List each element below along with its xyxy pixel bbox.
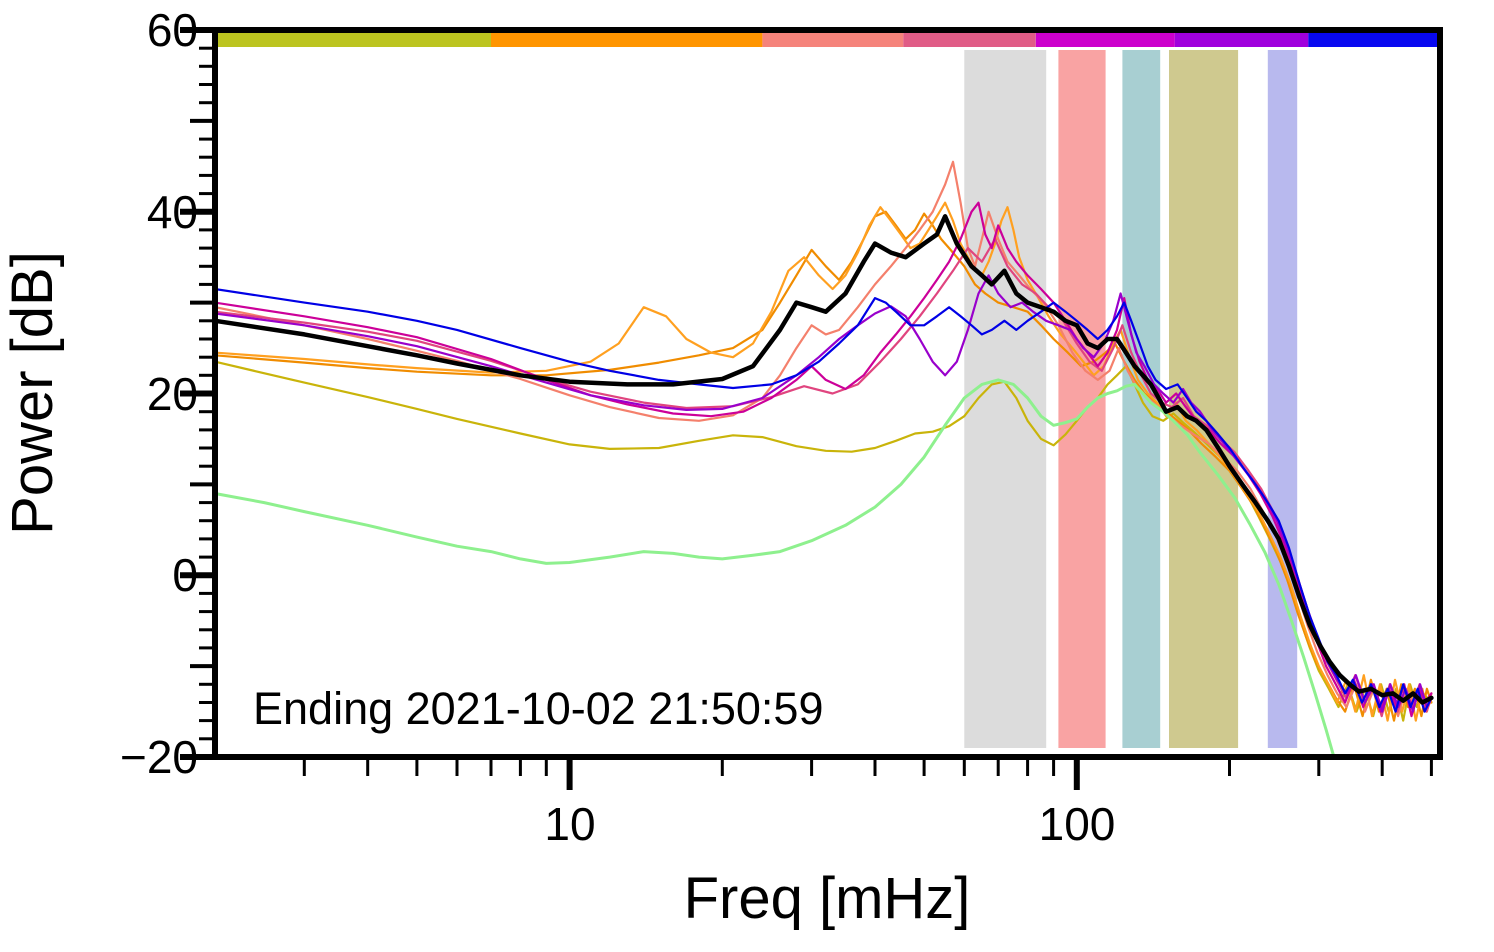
- strip-segment-orange: [491, 33, 763, 47]
- strip-segment-rose: [903, 33, 1036, 47]
- y-tick-label-60: 60: [147, 4, 198, 56]
- x-axis-label: Freq [mHz]: [684, 866, 971, 931]
- strip-segment-salmon: [762, 33, 904, 47]
- x-tick-label-10: 10: [544, 798, 595, 850]
- series-green: [218, 378, 1335, 754]
- series-blue: [218, 288, 1433, 713]
- band-lavender: [1267, 50, 1298, 748]
- y-axis-label: Power [dB]: [0, 251, 65, 535]
- series-olive: [218, 361, 1433, 722]
- y-tick-label-0: 0: [172, 549, 198, 601]
- strip-segment-magenta: [1035, 33, 1175, 47]
- frequency-bands: [964, 50, 1298, 748]
- series-orange-2: [218, 210, 1433, 722]
- x-tick-label-100: 100: [1039, 798, 1116, 850]
- top-color-strip: [215, 33, 1440, 47]
- chart-plot-area: [180, 27, 1443, 790]
- strip-segment-yellow-green: [215, 33, 491, 47]
- series-salmon: [218, 160, 1433, 718]
- ending-timestamp-annotation: Ending 2021-10-02 21:50:59: [253, 683, 823, 734]
- axis-ticks: [180, 27, 1433, 790]
- y-tick-label-neg20: −20: [120, 731, 198, 783]
- plot-frame: [212, 27, 1443, 760]
- series-black-mean: [218, 214, 1434, 705]
- strip-segment-purple: [1174, 33, 1309, 47]
- strip-segment-blue: [1308, 33, 1440, 47]
- y-tick-label-40: 40: [147, 186, 198, 238]
- series-lines: [218, 160, 1434, 754]
- series-orange-1: [218, 201, 1433, 722]
- y-tick-label-20: 20: [147, 368, 198, 420]
